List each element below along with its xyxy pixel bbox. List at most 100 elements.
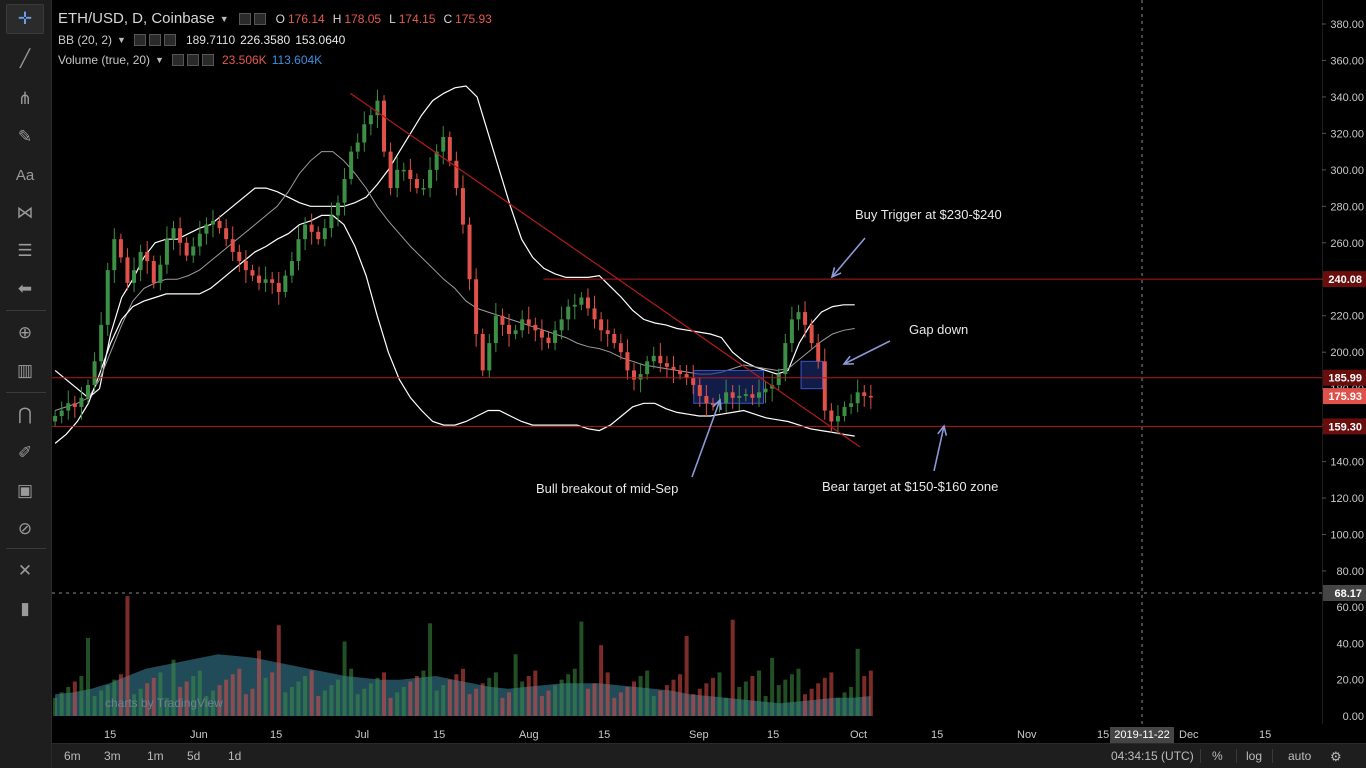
annotation-buy-trigger[interactable]: Buy Trigger at $230-$240 [855,207,1002,222]
bb-dropdown-icon[interactable]: ▼ [117,35,126,45]
volume-bar [164,697,169,716]
candle-body [526,319,531,325]
volume-bar [599,645,604,716]
candle-body [566,306,571,320]
candle-body [230,239,235,252]
price-axis[interactable]: 80.00100.00120.00140.00160.00180.00200.0… [1322,0,1366,724]
brush-icon[interactable]: ✎ [17,127,33,146]
bb-close-icon[interactable] [163,34,176,46]
candle-body [132,270,137,283]
range-3m[interactable]: 3m [104,749,121,763]
auto-scale-toggle[interactable]: auto [1288,749,1312,763]
candle-body [507,324,512,334]
pitchfork-icon[interactable]: ⋔ [17,89,33,108]
symbol-dropdown-icon[interactable]: ▼ [219,13,229,24]
candle-body [158,264,163,283]
x-tick-label: 15 [1097,729,1110,741]
y-tick-label: 320.00 [1330,128,1364,140]
range-5d[interactable]: 5d [187,749,201,763]
x-tick-label: 15 [433,729,446,741]
back-arrow-icon[interactable]: ⬅ [17,279,33,298]
candle-body [724,392,729,404]
volume-bar [697,688,702,716]
candle-body [151,261,156,283]
x-tick-label: 15 [1259,729,1272,741]
pattern-icon[interactable]: ⋈ [16,203,34,222]
ohlc-open-key: O [275,11,285,26]
candle-body [342,178,347,203]
y-tick-label: 220.00 [1330,311,1364,323]
candle-body [414,178,419,189]
hide-icon[interactable]: ⊘ [17,519,33,538]
settings-icon[interactable] [253,12,266,25]
text-icon[interactable]: Aa [15,166,35,184]
bb-value-upper: 226.3580 [240,33,291,47]
ohlc-close-key: C [443,11,453,26]
ohlc-high-key: H [332,11,342,26]
bb-visibility-icon[interactable] [133,34,146,46]
x-tick-label: Jul [355,729,370,741]
crosshair-icon[interactable]: ✛ [6,4,44,34]
downtrend-line [349,92,861,448]
volume-bar [454,674,459,716]
zoom-icon[interactable]: ⊕ [17,323,33,342]
prediction-icon[interactable]: ☰ [17,241,33,260]
volume-bar [263,677,268,716]
volume-dropdown-icon[interactable]: ▼ [155,55,164,65]
range-6m[interactable]: 6m [64,749,81,763]
candle-body [355,142,360,152]
volume-bar [191,676,196,716]
level-label-186: 185.99 [1328,373,1362,385]
candle-body [184,242,189,256]
range-1m[interactable]: 1m [147,749,164,763]
symbol-title[interactable]: ETH/USD, D, Coinbase [58,10,215,27]
annotation-gap-down[interactable]: Gap down [909,322,969,337]
trash-icon[interactable]: ▮ [20,599,30,618]
percent-scale-toggle[interactable]: % [1212,749,1223,763]
candle-body [59,410,64,417]
volume-visibility-icon[interactable] [171,54,184,66]
candle-body [803,312,808,325]
volume-bar [585,688,590,716]
volume-bar [309,670,314,716]
candle-body [85,385,90,398]
annotation-bull-breakout[interactable]: Bull breakout of mid-Sep [536,481,679,496]
candle-body [105,270,110,325]
candle-body [395,169,400,189]
trend-line-icon[interactable]: ╱ [19,49,31,68]
lock-icon[interactable]: ▣ [16,481,34,500]
bb-settings-icon[interactable] [148,34,161,46]
range-1d[interactable]: 1d [228,749,242,763]
candle-body [822,361,827,411]
volume-bar [112,679,117,716]
chart-settings-icon[interactable]: ⚙ [1330,749,1342,764]
volume-bar [717,672,722,716]
price-chart[interactable] [52,0,1322,724]
volume-close-icon[interactable] [201,54,214,66]
bottom-toolbar: 6m 3m 1m 5d 1d 04:34:15 (UTC) % log auto… [52,743,1366,768]
bb-label[interactable]: BB (20, 2) [58,33,113,47]
volume-bar [395,692,400,716]
measure-icon[interactable]: ▥ [16,361,34,380]
annotation-bear-target[interactable]: Bear target at $150-$160 zone [822,479,999,494]
volume-bar [493,672,498,716]
level-label-240: 240.08 [1328,274,1362,286]
visibility-icon[interactable] [238,12,251,25]
volume-bar [171,659,176,716]
log-scale-toggle[interactable]: log [1246,749,1263,763]
stay-drawing-icon[interactable]: ✐ [17,443,33,462]
volume-settings-icon[interactable] [186,54,199,66]
candle-body [375,100,380,116]
candle-body [678,370,683,375]
candle-body [460,188,465,225]
magnet-icon[interactable]: ⋂ [18,405,32,424]
volume-bar [375,677,380,716]
candle-body [513,330,518,334]
volume-ma-value: 113.604K [271,53,323,67]
volume-bar [342,641,347,716]
candle-body [434,151,439,170]
volume-label[interactable]: Volume (true, 20) [58,53,151,67]
settings-tools-icon[interactable]: ✕ [17,561,33,580]
candle-body [849,403,854,407]
volume-tick-label: 40.00 [1336,638,1364,650]
